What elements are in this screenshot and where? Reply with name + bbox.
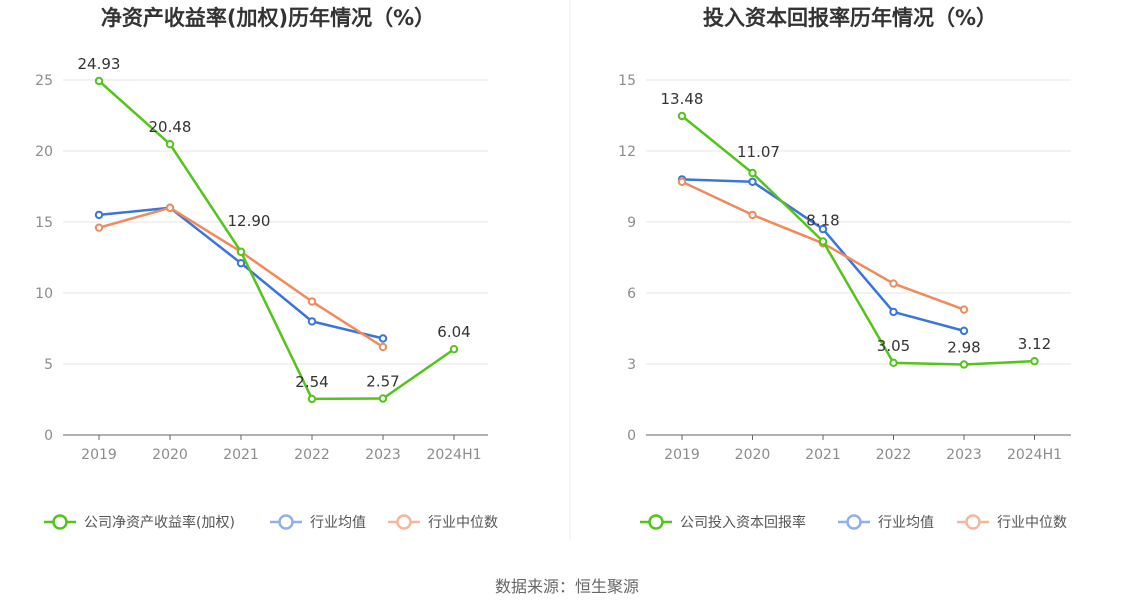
roic-data-label: 8.18	[806, 211, 839, 229]
roe-x-tick-label: 2023	[365, 447, 401, 463]
roe-series-0-point	[449, 345, 459, 354]
roe-legend-item-1[interactable]: 行业均值	[270, 514, 366, 531]
roe-legend-label: 行业中位数	[428, 515, 498, 531]
roic-legend-marker	[846, 514, 862, 530]
roic-series-0-point	[677, 111, 687, 121]
roe-series-0-point	[378, 394, 388, 403]
roic-series-2-point	[677, 177, 687, 186]
roe-series-1-point	[307, 317, 317, 326]
roe-series-1-point	[94, 210, 104, 220]
roic-legend-label: 公司投入资本回报率	[680, 514, 806, 531]
roic-y-tick-label: 6	[627, 286, 636, 302]
roe-series-0-point	[165, 139, 175, 149]
roic-series-1-point	[818, 224, 828, 234]
roe-data-label: 20.48	[149, 118, 192, 136]
roic-y-tick-label: 12	[618, 144, 636, 160]
roe-series-0-point	[307, 394, 317, 404]
roe-x-tick-label: 2021	[223, 447, 259, 463]
roic-y-tick-label: 3	[627, 357, 636, 373]
roic-x-tick-label: 2021	[805, 447, 841, 463]
roic-x-tick-label: 2022	[876, 447, 912, 463]
roe-chart-title: 净资产收益率(加权)历年情况（%）	[101, 6, 435, 30]
roic-legend-marker	[648, 514, 664, 530]
roe-series-1-point	[236, 258, 246, 268]
roic-data-label: 11.07	[737, 143, 780, 161]
roic-series-2-point	[959, 305, 969, 314]
roic-y-tick-label: 9	[627, 215, 636, 231]
roic-series-1-point	[748, 177, 757, 186]
roe-y-tick-label: 25	[35, 73, 53, 89]
roic-series-1-point	[889, 307, 898, 317]
roic-series-2-point	[889, 279, 898, 288]
roe-series-2-point	[94, 223, 104, 232]
roic-chart-title: 投入资本回报率历年情况（%）	[703, 6, 997, 30]
roe-x-tick-label: 2024H1	[426, 447, 481, 463]
roic-series-0-point	[748, 168, 757, 178]
roe-y-tick-label: 15	[35, 215, 53, 231]
roe-chart: 净资产收益率(加权)历年情况（%） 0 5 10 15 20 25 2019 2020 2021…	[35, 6, 498, 531]
roe-y-tick-label: 0	[44, 428, 53, 444]
roe-series-0-point	[94, 76, 104, 86]
roe-series-1-point	[378, 334, 388, 343]
roic-data-label: 13.48	[661, 90, 704, 108]
roe-series-0-point	[236, 247, 246, 257]
roic-legend-marker	[965, 514, 981, 530]
roe-x-tick-label: 2020	[152, 447, 188, 463]
roic-legend-item-2[interactable]: 行业中位数	[957, 514, 1067, 531]
roic-series-0-point	[889, 358, 898, 368]
roic-y-tick-label: 0	[627, 428, 636, 444]
roe-series-2-point	[165, 203, 175, 213]
roe-legend-label: 公司净资产收益率(加权)	[84, 514, 235, 531]
roe-data-label: 6.04	[437, 323, 470, 341]
roic-x-tick-label: 2024H1	[1007, 447, 1062, 463]
roe-series-2-point	[307, 297, 317, 306]
roic-legend-label: 行业均值	[878, 515, 934, 531]
roe-x-tick-label: 2019	[81, 447, 117, 463]
roic-x-tick-label: 2023	[946, 447, 982, 463]
roe-legend-marker	[278, 514, 294, 530]
roic-chart: 投入资本回报率历年情况（%） 0 3 6 9 12 15 2019 2020 2021 2022 2…	[618, 6, 1071, 531]
roic-data-label: 3.12	[1018, 335, 1051, 353]
roe-y-tick-label: 20	[35, 144, 53, 160]
roe-y-tick-label: 10	[35, 286, 53, 302]
roic-data-label: 2.98	[947, 338, 980, 356]
roic-x-tick-label: 2019	[664, 447, 700, 463]
roic-series-1-point	[959, 326, 969, 336]
roe-legend-item-0[interactable]: 公司净资产收益率(加权)	[44, 514, 235, 531]
data-source: 数据来源：恒生聚源	[495, 577, 639, 596]
roe-data-label: 24.93	[78, 55, 121, 73]
roic-y-tick-label: 15	[618, 73, 636, 89]
roe-y-tick-label: 5	[44, 357, 53, 373]
roic-series-line-0	[681, 115, 1035, 366]
roe-data-label: 12.90	[228, 212, 271, 230]
roic-legend-item-1[interactable]: 行业均值	[838, 514, 934, 531]
roe-series-2-point	[378, 342, 388, 352]
roic-series-0-point	[818, 237, 828, 246]
roic-x-tick-label: 2020	[735, 447, 771, 463]
roic-legend-item-0[interactable]: 公司投入资本回报率	[640, 514, 806, 531]
roe-x-tick-label: 2022	[294, 447, 330, 463]
roic-legend-label: 行业中位数	[997, 515, 1067, 531]
roe-legend-marker	[52, 514, 68, 530]
roe-legend-item-2[interactable]: 行业中位数	[388, 514, 498, 531]
roe-series-line-0	[98, 80, 455, 401]
roic-data-label: 3.05	[877, 337, 910, 355]
roic-series-0-point	[959, 360, 969, 369]
roic-series-2-point	[748, 210, 757, 220]
roe-legend-label: 行业均值	[310, 515, 366, 531]
roic-series-0-point	[1030, 356, 1039, 366]
roe-data-label: 2.57	[366, 373, 399, 391]
roe-data-label: 2.54	[295, 373, 328, 391]
roe-legend-marker	[396, 514, 412, 530]
